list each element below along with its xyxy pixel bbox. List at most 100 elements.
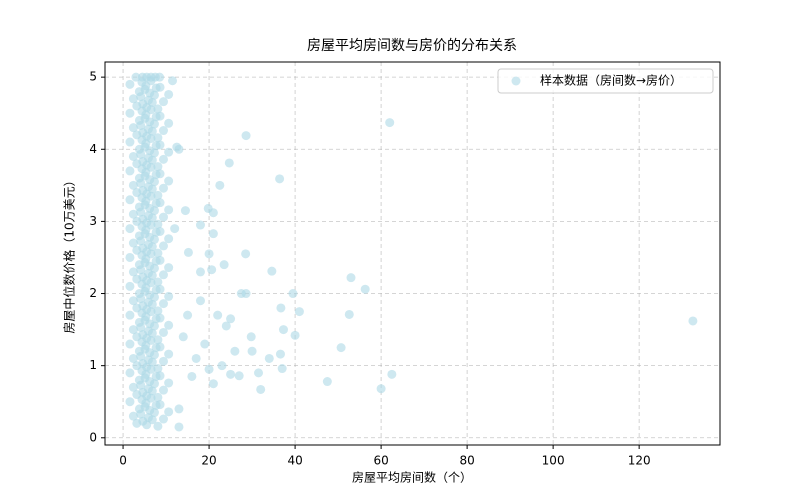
- point: [145, 319, 155, 329]
- point: [128, 353, 138, 363]
- point: [155, 313, 165, 323]
- x-tick-label: 100: [542, 454, 565, 468]
- point: [125, 108, 135, 118]
- point: [155, 342, 165, 352]
- point: [128, 94, 138, 104]
- point: [241, 289, 251, 299]
- point: [155, 371, 165, 381]
- point: [174, 144, 184, 154]
- point: [125, 137, 135, 147]
- point: [145, 405, 155, 415]
- point: [219, 260, 229, 270]
- point: [125, 224, 135, 234]
- point: [155, 82, 165, 92]
- point: [143, 355, 153, 365]
- point: [128, 296, 138, 306]
- point: [168, 76, 178, 86]
- point: [128, 123, 138, 133]
- y-tick-label: 3: [89, 214, 97, 228]
- point: [128, 382, 138, 392]
- point: [128, 151, 138, 161]
- point: [158, 97, 168, 107]
- point: [164, 320, 174, 330]
- point: [153, 104, 163, 114]
- point: [143, 182, 153, 192]
- point: [153, 392, 163, 402]
- point: [164, 349, 174, 359]
- point: [344, 309, 354, 319]
- point: [143, 239, 153, 249]
- point: [158, 270, 168, 280]
- point: [125, 281, 135, 291]
- point: [155, 169, 165, 179]
- point: [145, 88, 155, 98]
- point: [195, 220, 205, 230]
- point: [183, 247, 193, 257]
- point: [145, 232, 155, 242]
- point: [221, 321, 231, 331]
- point: [208, 379, 218, 389]
- point: [158, 126, 168, 136]
- point: [187, 371, 197, 381]
- point: [153, 248, 163, 258]
- point: [145, 175, 155, 185]
- y-axis-label: 房屋中位数价格（10万美元）: [62, 174, 77, 333]
- chart-title: 房屋平均房间数与房价的分布关系: [307, 38, 517, 54]
- x-axis-label: 房屋平均房间数（个）: [352, 470, 472, 485]
- point: [153, 219, 163, 229]
- point: [153, 306, 163, 316]
- point: [275, 174, 285, 184]
- point: [153, 421, 163, 431]
- point: [145, 117, 155, 127]
- point: [158, 183, 168, 193]
- point: [180, 206, 190, 216]
- point: [247, 346, 257, 356]
- point: [158, 241, 168, 251]
- point: [145, 290, 155, 300]
- point: [246, 332, 256, 342]
- point: [131, 72, 141, 82]
- point: [158, 299, 168, 309]
- x-tick-label: 40: [287, 454, 302, 468]
- point: [208, 229, 218, 239]
- point: [217, 361, 227, 371]
- point: [264, 353, 274, 363]
- point: [125, 310, 135, 320]
- point: [125, 397, 135, 407]
- point: [128, 209, 138, 219]
- point: [143, 384, 153, 394]
- y-tick-label: 1: [89, 358, 97, 372]
- point: [153, 133, 163, 143]
- point: [158, 356, 168, 366]
- point: [153, 277, 163, 287]
- point: [153, 364, 163, 374]
- point: [164, 147, 174, 157]
- point: [128, 267, 138, 277]
- point: [213, 310, 223, 320]
- point: [170, 224, 180, 234]
- point: [143, 153, 153, 163]
- point: [164, 176, 174, 186]
- plot-frame: [104, 61, 721, 446]
- x-tick-label: 0: [119, 454, 127, 468]
- point: [241, 249, 251, 259]
- point: [143, 95, 153, 105]
- point: [145, 203, 155, 213]
- point: [226, 369, 236, 379]
- point: [125, 339, 135, 349]
- point: [207, 265, 217, 275]
- point: [191, 353, 201, 363]
- point: [195, 296, 205, 306]
- point: [164, 378, 174, 388]
- point: [153, 162, 163, 172]
- point: [226, 314, 236, 324]
- point: [145, 146, 155, 156]
- point: [215, 180, 225, 190]
- point: [346, 273, 356, 283]
- point: [143, 124, 153, 134]
- point: [128, 238, 138, 248]
- legend-label: 样本数据（房间数→房价）: [540, 73, 682, 88]
- point: [155, 227, 165, 237]
- point: [143, 297, 153, 307]
